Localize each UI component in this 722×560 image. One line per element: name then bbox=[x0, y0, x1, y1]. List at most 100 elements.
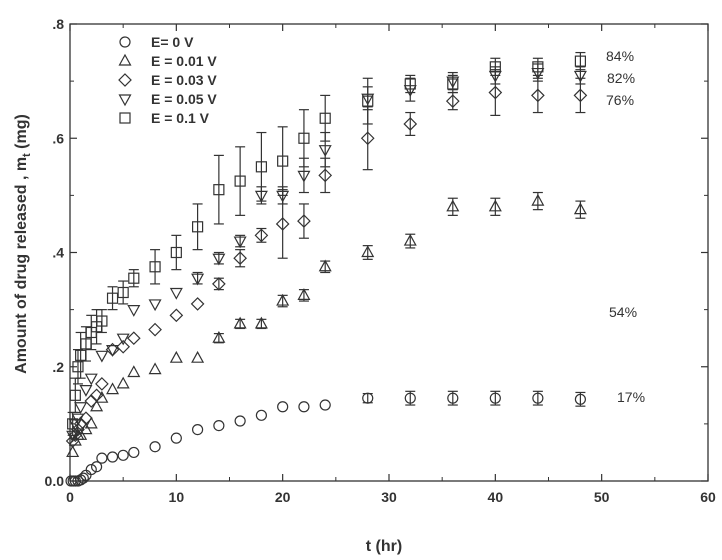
x-tick-label: 10 bbox=[169, 489, 185, 505]
data-point bbox=[148, 362, 162, 375]
x-tick-label: 60 bbox=[700, 489, 716, 505]
end-label: 84% bbox=[606, 48, 634, 64]
y-tick-label: .4 bbox=[52, 245, 64, 261]
data-point bbox=[106, 292, 119, 304]
data-point bbox=[298, 401, 310, 413]
data-point bbox=[90, 461, 103, 473]
data-point bbox=[254, 316, 268, 329]
data-point bbox=[362, 95, 374, 107]
data-point bbox=[170, 246, 182, 259]
data-point bbox=[318, 168, 333, 183]
data-point bbox=[84, 416, 98, 429]
legend-label: E = 0.1 V bbox=[151, 110, 210, 126]
data-point bbox=[319, 112, 331, 124]
data-point bbox=[127, 305, 141, 317]
x-axis-label: t (hr) bbox=[366, 538, 402, 555]
data-point bbox=[106, 451, 119, 463]
data-point bbox=[84, 373, 98, 386]
data-point bbox=[233, 316, 247, 329]
data-point bbox=[360, 131, 375, 146]
legend-label: E = 0.03 V bbox=[151, 72, 217, 88]
data-point bbox=[72, 361, 84, 373]
y-tick-label: .8 bbox=[52, 16, 64, 32]
data-point bbox=[489, 61, 501, 73]
y-axis-label-main: Amount of drug released , m bbox=[13, 157, 30, 374]
series-triangle-up bbox=[66, 191, 587, 458]
data-point bbox=[170, 432, 182, 444]
legend-marker-circle bbox=[119, 36, 131, 48]
y-tick-label: 0.0 bbox=[45, 473, 65, 489]
data-point bbox=[192, 423, 204, 436]
data-point bbox=[89, 388, 104, 403]
data-point bbox=[148, 322, 162, 337]
data-point bbox=[318, 145, 332, 157]
legend-marker-diamond bbox=[118, 73, 132, 87]
data-point bbox=[79, 385, 93, 397]
data-point bbox=[277, 401, 289, 413]
y-axis-label-unit: (mg) bbox=[13, 114, 30, 153]
data-point bbox=[298, 132, 310, 144]
y-tick-label: .2 bbox=[52, 359, 64, 375]
series-square bbox=[67, 51, 587, 436]
data-point bbox=[212, 277, 226, 291]
data-point bbox=[254, 228, 269, 243]
data-point bbox=[95, 350, 109, 363]
data-point bbox=[106, 345, 120, 357]
end-label: 54% bbox=[609, 304, 637, 320]
x-tick-label: 50 bbox=[594, 489, 610, 505]
data-point bbox=[126, 331, 141, 346]
data-point bbox=[445, 94, 460, 108]
data-point bbox=[275, 217, 290, 231]
data-point bbox=[212, 330, 226, 343]
data-point bbox=[192, 221, 204, 233]
data-point bbox=[277, 155, 289, 167]
series-circle bbox=[65, 390, 587, 487]
x-tick-label: 40 bbox=[488, 489, 504, 505]
data-point bbox=[117, 286, 129, 299]
data-point bbox=[69, 389, 81, 401]
y-axis-label: Amount of drug released , mt (mg) bbox=[13, 114, 33, 374]
data-point bbox=[116, 376, 130, 389]
data-point bbox=[297, 170, 311, 183]
data-point bbox=[255, 409, 267, 421]
data-point bbox=[149, 261, 161, 273]
data-point bbox=[69, 475, 81, 487]
data-point bbox=[128, 272, 140, 284]
data-point bbox=[148, 299, 162, 312]
data-point bbox=[573, 88, 588, 103]
data-point bbox=[74, 428, 88, 440]
legend-label: E = 0.01 V bbox=[151, 53, 217, 69]
data-point bbox=[74, 402, 88, 414]
data-point bbox=[116, 339, 131, 354]
data-point bbox=[574, 55, 587, 67]
data-point bbox=[116, 333, 130, 346]
data-point bbox=[213, 419, 225, 432]
y-axis-label-subscript: t bbox=[21, 153, 33, 157]
data-point bbox=[90, 399, 104, 412]
x-tick-label: 20 bbox=[275, 489, 291, 505]
legend-label: E= 0 V bbox=[151, 34, 194, 50]
data-point bbox=[95, 390, 109, 403]
data-point bbox=[276, 293, 290, 306]
data-point bbox=[233, 236, 247, 249]
legend-marker-triangle-up bbox=[118, 53, 132, 66]
data-point bbox=[169, 308, 184, 323]
data-point bbox=[106, 382, 120, 395]
data-point bbox=[213, 184, 225, 196]
data-point bbox=[361, 245, 375, 258]
data-point bbox=[149, 441, 161, 453]
data-point bbox=[68, 428, 83, 443]
data-point bbox=[532, 61, 544, 73]
data-point bbox=[191, 273, 205, 286]
x-tick-label: 30 bbox=[381, 489, 397, 505]
data-point bbox=[488, 199, 502, 212]
data-point bbox=[127, 365, 141, 378]
data-point bbox=[574, 393, 587, 405]
data-point bbox=[297, 214, 311, 228]
legend-marker-triangle-down bbox=[118, 94, 132, 107]
data-point bbox=[169, 350, 183, 363]
data-point bbox=[96, 315, 108, 327]
legend: E= 0 V E = 0.01 V E = 0.03 V E = 0.05 V E = … bbox=[118, 34, 217, 126]
data-point bbox=[190, 297, 205, 311]
data-point bbox=[65, 434, 80, 448]
